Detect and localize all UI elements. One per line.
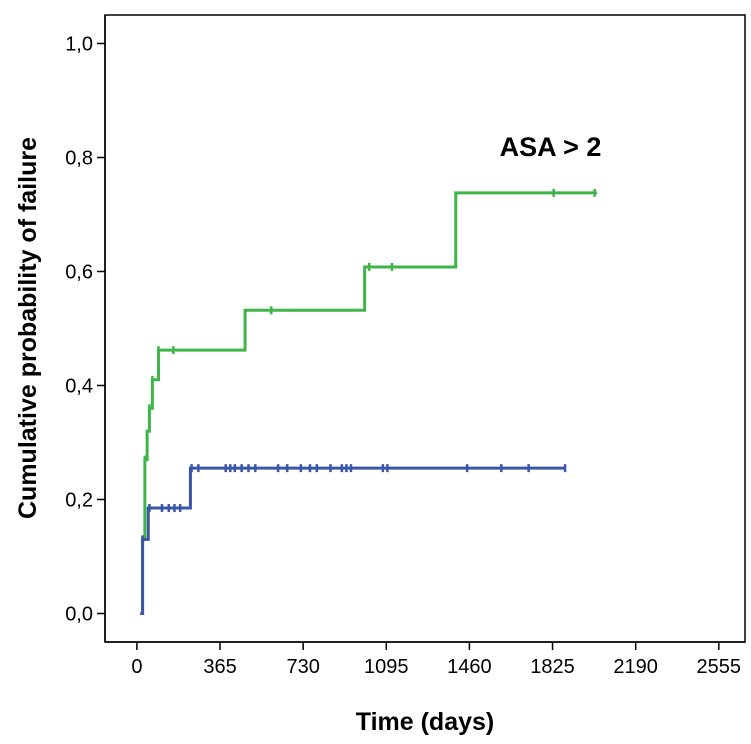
series-2-step-line: [140, 466, 566, 615]
x-tick-label: 2555: [697, 656, 742, 678]
annotation-layer: ASA > 2: [500, 132, 602, 162]
y-tick-label: 0,2: [65, 490, 93, 512]
x-ticks: 0 365 730 1095 1460 1825 2190 2555: [131, 642, 741, 678]
annotation-label: ASA > 2: [500, 132, 602, 162]
y-tick-label: 0,4: [65, 376, 93, 398]
x-tick-label: 1460: [447, 656, 492, 678]
y-tick-label: 1,0: [65, 34, 93, 56]
series-1-step-line: [140, 191, 597, 615]
x-tick-label: 1825: [530, 656, 575, 678]
x-tick-label: 2190: [613, 656, 658, 678]
x-axis-title: Time (days): [356, 708, 494, 736]
y-tick-label: 0,0: [65, 604, 93, 626]
series-layer: [140, 188, 597, 615]
plot-frame: [104, 14, 746, 643]
y-axis-title: Cumulative probability of failure: [14, 137, 42, 519]
x-tick-label: 0: [131, 656, 142, 678]
x-tick-label: 365: [203, 656, 236, 678]
y-tick-label: 0,8: [65, 148, 93, 170]
y-tick-label: 0,6: [65, 262, 93, 284]
y-ticks: 0,0 0,2 0,4 0,6 0,8 1,0: [65, 34, 105, 626]
x-tick-label: 1095: [364, 656, 409, 678]
x-tick-label: 730: [286, 656, 319, 678]
